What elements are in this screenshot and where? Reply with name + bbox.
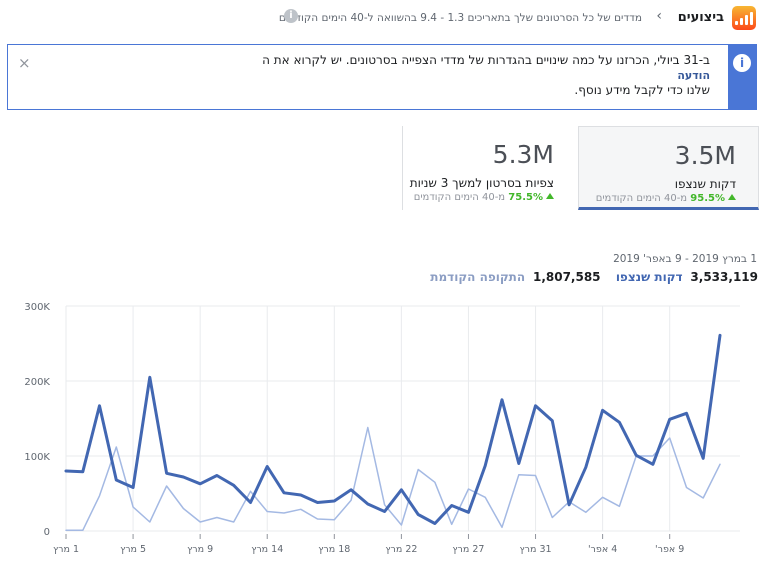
notice-link[interactable]: הודעה xyxy=(677,69,710,82)
x-tick-label: 22 מרץ xyxy=(385,544,417,555)
series-line-current xyxy=(64,333,722,525)
x-tick-label: 14 מרץ xyxy=(251,544,283,555)
up-arrow-icon xyxy=(728,194,736,200)
metrics-change-notice: i ב-31 ביולי, הכרזנו על כמה שינויים בהגד… xyxy=(7,44,757,110)
y-tick-label: 300K xyxy=(24,302,50,313)
chart-legend-summary: 3,533,119 דקות שנצפו 1,807,585 התקופה הק… xyxy=(430,270,758,284)
stat-change-pct: 95.5% xyxy=(690,193,725,204)
line-chart: 0 100K 200K 300K 1 מרץ 5 מרץ 9 מרץ 14 מרץ 18 מרץ… xyxy=(24,302,740,555)
stat-change-pct: 75.5% xyxy=(508,192,543,203)
x-tick-label: 27 מרץ xyxy=(452,544,484,555)
stat-card-minutes-viewed[interactable]: 3.5M דקות שנצפו 95.5% מ-40 הימים הקודמים xyxy=(578,126,759,210)
stat-change: 95.5% מ-40 הימים הקודמים xyxy=(596,193,736,204)
up-arrow-icon xyxy=(546,193,554,199)
x-tick-label: 4 אפר' xyxy=(588,544,617,555)
x-tick-label: 1 מרץ xyxy=(53,544,79,555)
stat-card-3s-views[interactable]: 5.3M צפיות בסרטון למשך 3 שניות 75.5% מ-4… xyxy=(402,126,576,210)
stat-change-text: מ-40 הימים הקודמים xyxy=(595,193,688,204)
date-range: 1 במרץ 2019 - 9 באפר' 2019 xyxy=(613,253,757,265)
previous-value: 1,807,585 xyxy=(532,270,601,284)
series-line-previous xyxy=(65,426,721,532)
y-tick-label: 0 xyxy=(44,527,50,538)
page-header: ביצועים ‹ מדדים של כל הסרטונים שלך בתארי… xyxy=(0,0,762,36)
analytics-bars-icon xyxy=(732,6,756,30)
y-tick-label: 200K xyxy=(24,377,50,388)
info-icon[interactable]: i xyxy=(284,9,298,23)
stat-label: צפיות בסרטון למשך 3 שניות xyxy=(409,176,554,190)
notice-side-bar: i xyxy=(728,45,756,109)
stat-value: 5.3M xyxy=(492,140,554,169)
page-title: ביצועים xyxy=(677,10,724,25)
notice-text: ב-31 ביולי, הכרזנו על כמה שינויים בהגדרו… xyxy=(70,53,710,98)
stat-label: דקות שנצפו xyxy=(674,177,736,191)
x-tick-label: 5 מרץ xyxy=(120,544,146,555)
info-icon: i xyxy=(733,54,751,72)
x-tick-label: 9 מרץ xyxy=(187,544,213,555)
legend-current[interactable]: דקות שנצפו xyxy=(615,270,683,284)
chevron-left-icon[interactable]: ‹ xyxy=(656,8,662,24)
close-icon[interactable]: × xyxy=(18,54,31,72)
notice-text-line2: שלנו כדי לקבל מידע נוסף. xyxy=(574,83,710,97)
current-value: 3,533,119 xyxy=(690,270,758,284)
notice-text-line1: ב-31 ביולי, הכרזנו על כמה שינויים בהגדרו… xyxy=(262,53,710,67)
stat-value: 3.5M xyxy=(674,141,736,170)
x-tick-label: 18 מרץ xyxy=(318,544,350,555)
stat-change: 75.5% מ-40 הימים הקודמים xyxy=(414,192,554,203)
stat-change-text: מ-40 הימים הקודמים xyxy=(413,192,506,203)
y-tick-label: 100K xyxy=(24,452,50,463)
page-description: מדדים של כל הסרטונים שלך בתאריכים 1.3 - … xyxy=(278,12,642,24)
x-tick-label: 9 אפר' xyxy=(655,544,684,555)
x-tick-label: 31 מרץ xyxy=(520,544,552,555)
legend-previous[interactable]: התקופה הקודמת xyxy=(430,270,526,284)
